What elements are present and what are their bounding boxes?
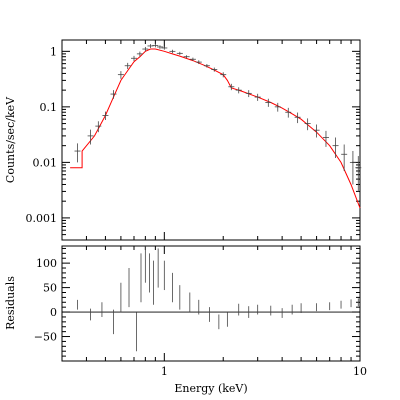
residuals-y-tick-label: −50 (34, 331, 57, 344)
residuals-series (77, 246, 359, 352)
spectrum-y-tick-label: 1 (50, 45, 57, 58)
spectrum-series (70, 43, 362, 209)
x-tick-label: 10 (353, 365, 367, 378)
residuals-y-tick-label: 50 (43, 282, 57, 295)
residuals-panel: 1 10 100 50 0 −50 (34, 245, 367, 378)
x-axis-title: Energy (keV) (174, 382, 247, 395)
spectrum-y-tick-label: 0.01 (33, 156, 58, 169)
spectrum-panel: 1 0.1 0.01 0.001 (26, 39, 362, 241)
residuals-y-axis-title: Residuals (4, 276, 17, 330)
residuals-panel-frame (61, 245, 361, 362)
spectrum-axes: 1 0.1 0.01 0.001 (26, 40, 361, 241)
spectrum-y-tick-label: 0.001 (26, 212, 58, 225)
residuals-axes: 1 10 100 50 0 −50 (34, 246, 367, 378)
spectrum-y-tick-label: 0.1 (40, 101, 58, 114)
spectrum-panel-frame (61, 39, 361, 241)
residuals-y-tick-label: 0 (50, 306, 57, 319)
x-tick-label: 1 (161, 365, 168, 378)
spectrum-y-axis-title: Counts/sec/keV (4, 96, 17, 183)
residuals-y-tick-label: 100 (36, 257, 57, 270)
